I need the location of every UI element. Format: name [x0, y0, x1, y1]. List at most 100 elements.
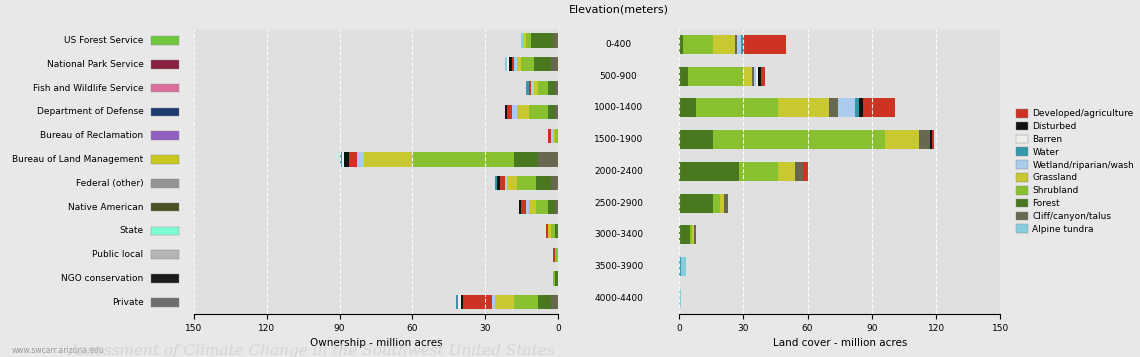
Bar	[548, 105, 555, 119]
FancyBboxPatch shape	[152, 179, 179, 187]
Bar	[760, 67, 765, 86]
Bar	[527, 200, 529, 214]
Text: Fish and Wildlife Service: Fish and Wildlife Service	[33, 84, 144, 92]
Bar	[756, 67, 758, 86]
Text: Federal (other): Federal (other)	[76, 179, 144, 188]
FancyBboxPatch shape	[152, 131, 179, 140]
Bar	[743, 67, 752, 86]
Bar	[736, 35, 741, 54]
Bar	[553, 33, 557, 47]
Bar	[553, 129, 555, 143]
Bar	[507, 176, 516, 190]
Bar	[505, 176, 507, 190]
Text: www.swcarr.arizona.edu: www.swcarr.arizona.edu	[11, 346, 104, 356]
Bar	[536, 176, 551, 190]
Bar	[555, 200, 557, 214]
Bar	[519, 200, 521, 214]
Bar	[534, 81, 538, 95]
FancyBboxPatch shape	[152, 250, 179, 259]
Bar	[551, 176, 557, 190]
Bar	[679, 257, 682, 276]
FancyBboxPatch shape	[152, 227, 179, 235]
Bar	[413, 152, 514, 167]
Bar	[714, 130, 885, 149]
Bar	[692, 225, 694, 244]
Bar	[512, 105, 516, 119]
Bar	[679, 289, 682, 308]
Bar	[679, 162, 739, 181]
Text: 2500-2900: 2500-2900	[594, 198, 643, 207]
FancyBboxPatch shape	[152, 274, 179, 283]
Bar	[860, 99, 863, 117]
FancyBboxPatch shape	[152, 60, 179, 69]
Bar	[364, 152, 413, 167]
Bar	[555, 247, 557, 262]
Bar	[679, 130, 714, 149]
Bar	[505, 57, 507, 71]
Text: Bureau of Land Management: Bureau of Land Management	[13, 155, 144, 164]
Bar	[555, 129, 557, 143]
Bar	[461, 295, 463, 310]
Bar	[719, 193, 724, 213]
Bar	[507, 57, 510, 71]
Text: Native American: Native American	[68, 202, 144, 212]
Bar	[555, 224, 557, 238]
Bar	[548, 129, 551, 143]
Bar	[697, 99, 777, 117]
Bar	[863, 99, 895, 117]
Bar	[548, 81, 555, 95]
Bar	[495, 295, 514, 310]
Bar	[514, 57, 516, 71]
Bar	[458, 295, 461, 310]
Bar	[687, 67, 743, 86]
Bar	[795, 162, 804, 181]
Text: State: State	[120, 226, 144, 235]
Bar	[357, 152, 364, 167]
X-axis label: Ownership - million acres: Ownership - million acres	[310, 338, 442, 348]
Bar	[546, 224, 548, 238]
Bar	[735, 35, 736, 54]
FancyBboxPatch shape	[152, 155, 179, 164]
Text: Public local: Public local	[92, 250, 144, 259]
Bar	[527, 33, 531, 47]
Bar	[342, 152, 344, 167]
Bar	[497, 176, 499, 190]
Text: 500-900: 500-900	[600, 72, 637, 81]
Bar	[521, 200, 527, 214]
Bar	[679, 225, 690, 244]
Text: 2000-2400: 2000-2400	[594, 167, 643, 176]
Bar	[516, 105, 529, 119]
Text: National Park Service: National Park Service	[47, 60, 144, 69]
Text: 1000-1400: 1000-1400	[594, 104, 643, 112]
Bar	[538, 295, 551, 310]
Bar	[804, 162, 807, 181]
Bar	[548, 200, 555, 214]
Bar	[553, 247, 555, 262]
Bar	[524, 33, 527, 47]
Bar	[690, 225, 692, 244]
Bar	[777, 99, 829, 117]
Bar	[514, 295, 538, 310]
Bar	[679, 193, 714, 213]
Text: 3500-3900: 3500-3900	[594, 262, 643, 271]
Bar	[536, 200, 548, 214]
Bar	[679, 35, 684, 54]
Bar	[534, 57, 551, 71]
Bar	[538, 152, 557, 167]
Text: US Forest Service: US Forest Service	[64, 36, 144, 45]
Bar	[492, 295, 495, 310]
FancyBboxPatch shape	[152, 203, 179, 211]
Bar	[505, 105, 507, 119]
Bar	[512, 57, 514, 71]
Bar	[931, 130, 934, 149]
Bar	[551, 129, 553, 143]
Bar	[555, 271, 557, 286]
Bar	[724, 193, 728, 213]
Bar	[714, 193, 719, 213]
Text: Bureau of Reclamation: Bureau of Reclamation	[40, 131, 144, 140]
Bar	[538, 81, 548, 95]
Bar	[516, 176, 536, 190]
Bar	[551, 57, 557, 71]
Bar	[521, 33, 524, 47]
Bar	[743, 35, 787, 54]
